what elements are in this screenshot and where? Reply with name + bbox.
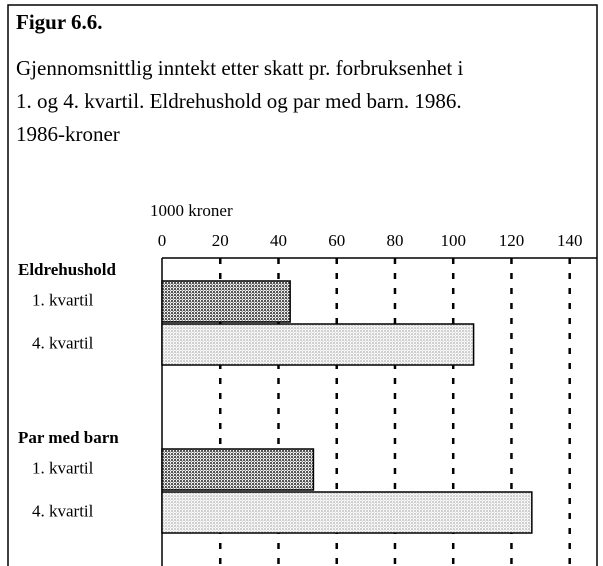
x-axis-label: 1000 kroner	[150, 201, 233, 220]
bar-label: 4. kvartil	[32, 333, 94, 352]
bar-label: 4. kvartil	[32, 501, 94, 520]
group-label: Par med barn	[18, 428, 119, 447]
bar	[161, 491, 533, 534]
bar-label: 1. kvartil	[32, 290, 94, 309]
x-tick-label: 20	[212, 231, 229, 250]
x-tick-label: 140	[557, 231, 583, 250]
x-tick-label: 0	[158, 231, 167, 250]
x-tick-label: 40	[270, 231, 287, 250]
x-tick-label: 60	[328, 231, 345, 250]
bar-label: 1. kvartil	[32, 458, 94, 477]
subtitle: 1. og 4. kvartil. Eldrehushold og par me…	[16, 89, 462, 113]
bar	[161, 323, 475, 366]
subtitle: Gjennomsnittlig inntekt etter skatt pr. …	[16, 56, 464, 80]
group-label: Eldrehushold	[18, 260, 117, 279]
frame	[7, 4, 598, 566]
x-tick-label: 80	[386, 231, 403, 250]
bar	[161, 280, 291, 323]
subtitle: 1986-kroner	[16, 122, 120, 146]
bar	[161, 448, 315, 491]
chart-title: Figur 6.6.	[16, 10, 103, 34]
x-tick-label: 100	[440, 231, 466, 250]
x-tick-label: 120	[499, 231, 525, 250]
